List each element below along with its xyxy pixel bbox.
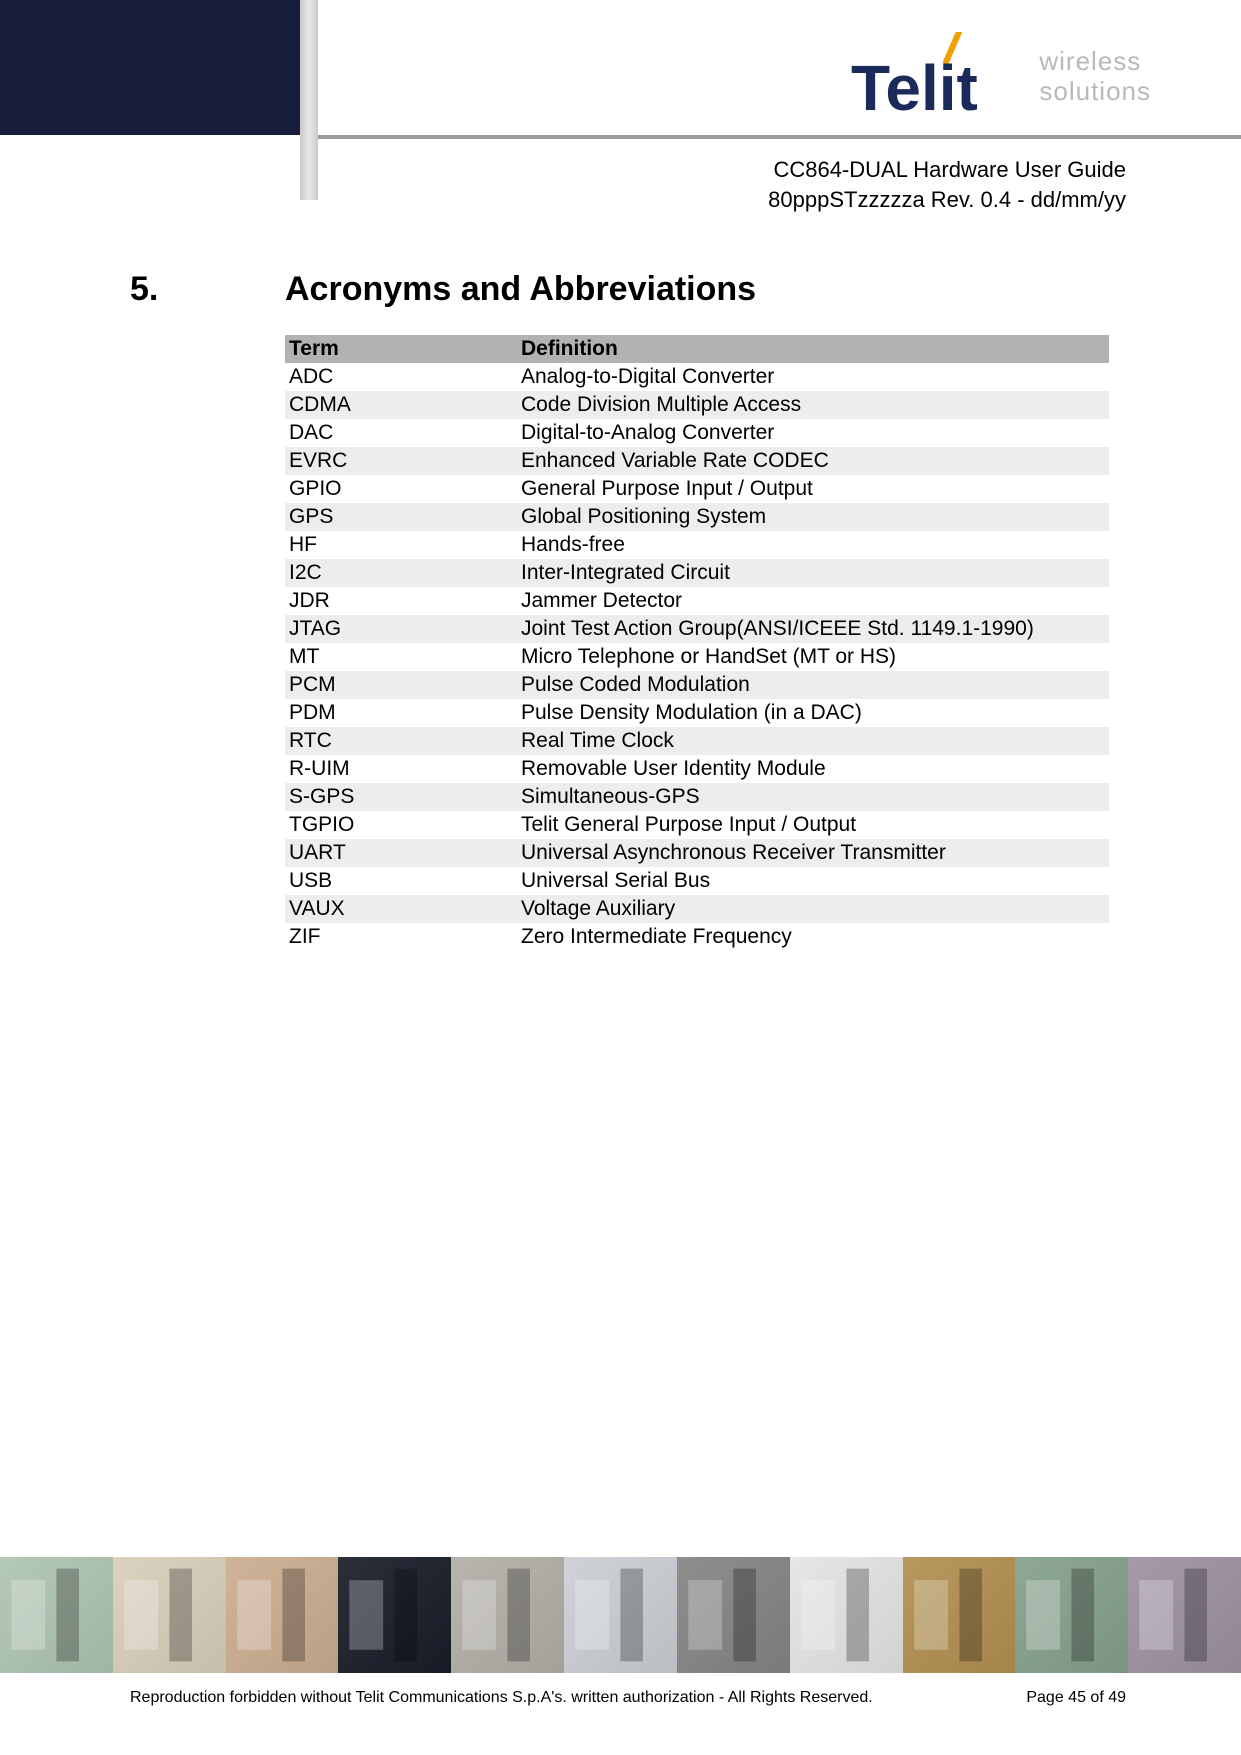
footer-page: Page 45 of 49 <box>1026 1689 1126 1707</box>
table-row: UARTUniversal Asynchronous Receiver Tran… <box>285 839 1109 867</box>
cell-term: EVRC <box>285 447 517 475</box>
document-revision: 80pppSTzzzzza Rev. 0.4 - dd/mm/yy <box>768 185 1126 215</box>
cell-definition: Universal Serial Bus <box>517 867 1109 895</box>
cell-definition: Joint Test Action Group(ANSI/ICEEE Std. … <box>517 615 1109 643</box>
cell-term: I2C <box>285 559 517 587</box>
cell-definition: Analog-to-Digital Converter <box>517 363 1109 391</box>
cell-definition: Real Time Clock <box>517 727 1109 755</box>
footer-image-strip <box>0 1557 1241 1673</box>
cell-definition: General Purpose Input / Output <box>517 475 1109 503</box>
cell-definition: Enhanced Variable Rate CODEC <box>517 447 1109 475</box>
cell-term: PCM <box>285 671 517 699</box>
cell-term: USB <box>285 867 517 895</box>
table-row: I2CInter-Integrated Circuit <box>285 559 1109 587</box>
table-row: RTCReal Time Clock <box>285 727 1109 755</box>
table-row: USBUniversal Serial Bus <box>285 867 1109 895</box>
cell-definition: Simultaneous-GPS <box>517 783 1109 811</box>
cell-definition: Code Division Multiple Access <box>517 391 1109 419</box>
table-row: MTMicro Telephone or HandSet (MT or HS) <box>285 643 1109 671</box>
table-row: PCMPulse Coded Modulation <box>285 671 1109 699</box>
cell-term: DAC <box>285 419 517 447</box>
cell-definition: Telit General Purpose Input / Output <box>517 811 1109 839</box>
footer-strip-tile <box>1015 1557 1128 1673</box>
cell-definition: Removable User Identity Module <box>517 755 1109 783</box>
footer-strip-tile <box>677 1557 790 1673</box>
telit-logo: Telit <box>851 32 1021 122</box>
footer-strip-tile <box>0 1557 113 1673</box>
table-row: JTAGJoint Test Action Group(ANSI/ICEEE S… <box>285 615 1109 643</box>
tagline-line1: wireless <box>1039 47 1151 77</box>
acronyms-table-wrap: Term Definition ADCAnalog-to-Digital Con… <box>285 335 1109 951</box>
header-dark-block <box>0 0 300 135</box>
cell-term: ADC <box>285 363 517 391</box>
cell-term: UART <box>285 839 517 867</box>
cell-definition: Digital-to-Analog Converter <box>517 419 1109 447</box>
cell-term: JDR <box>285 587 517 615</box>
cell-definition: Hands-free <box>517 531 1109 559</box>
footer-strip-tile <box>790 1557 903 1673</box>
footer-strip-tile <box>338 1557 451 1673</box>
table-row: EVRCEnhanced Variable Rate CODEC <box>285 447 1109 475</box>
table-row: S-GPSSimultaneous-GPS <box>285 783 1109 811</box>
section-title: Acronyms and Abbreviations <box>285 270 756 309</box>
cell-definition: Universal Asynchronous Receiver Transmit… <box>517 839 1109 867</box>
document-title: CC864-DUAL Hardware User Guide <box>768 155 1126 185</box>
header-fold-shadow <box>300 0 318 200</box>
cell-term: TGPIO <box>285 811 517 839</box>
footer-strip-tile <box>564 1557 677 1673</box>
tagline-line2: solutions <box>1039 77 1151 107</box>
table-row: PDMPulse Density Modulation (in a DAC) <box>285 699 1109 727</box>
cell-term: VAUX <box>285 895 517 923</box>
footer-copyright: Reproduction forbidden without Telit Com… <box>130 1689 873 1707</box>
footer-strip-tile <box>451 1557 564 1673</box>
section-number: 5. <box>130 270 285 309</box>
cell-term: PDM <box>285 699 517 727</box>
svg-text:Telit: Telit <box>851 52 978 122</box>
table-row: ADCAnalog-to-Digital Converter <box>285 363 1109 391</box>
col-header-term: Term <box>285 335 517 363</box>
document-meta: CC864-DUAL Hardware User Guide 80pppSTzz… <box>768 155 1126 214</box>
table-row: VAUXVoltage Auxiliary <box>285 895 1109 923</box>
logo-tagline: wireless solutions <box>1039 47 1151 107</box>
cell-term: CDMA <box>285 391 517 419</box>
table-header-row: Term Definition <box>285 335 1109 363</box>
table-row: ZIFZero Intermediate Frequency <box>285 923 1109 951</box>
table-row: GPIOGeneral Purpose Input / Output <box>285 475 1109 503</box>
table-row: GPSGlobal Positioning System <box>285 503 1109 531</box>
cell-definition: Global Positioning System <box>517 503 1109 531</box>
cell-term: R-UIM <box>285 755 517 783</box>
cell-term: RTC <box>285 727 517 755</box>
acronyms-table: Term Definition ADCAnalog-to-Digital Con… <box>285 335 1109 951</box>
logo-area: Telit wireless solutions <box>851 32 1151 122</box>
table-row: TGPIOTelit General Purpose Input / Outpu… <box>285 811 1109 839</box>
section-heading: 5. Acronyms and Abbreviations <box>130 270 756 309</box>
cell-term: GPS <box>285 503 517 531</box>
footer-strip-tile <box>903 1557 1016 1673</box>
header-rule <box>318 135 1241 139</box>
cell-definition: Micro Telephone or HandSet (MT or HS) <box>517 643 1109 671</box>
table-row: R-UIMRemovable User Identity Module <box>285 755 1109 783</box>
cell-definition: Voltage Auxiliary <box>517 895 1109 923</box>
cell-term: S-GPS <box>285 783 517 811</box>
table-row: CDMACode Division Multiple Access <box>285 391 1109 419</box>
cell-definition: Jammer Detector <box>517 587 1109 615</box>
footer-strip-tile <box>226 1557 339 1673</box>
footer-strip-tile <box>1128 1557 1241 1673</box>
footer-text: Reproduction forbidden without Telit Com… <box>130 1689 1126 1707</box>
cell-term: JTAG <box>285 615 517 643</box>
footer-strip-tile <box>113 1557 226 1673</box>
table-row: DACDigital-to-Analog Converter <box>285 419 1109 447</box>
page-header: Telit wireless solutions CC864-DUAL Hard… <box>0 0 1241 200</box>
cell-term: HF <box>285 531 517 559</box>
cell-term: ZIF <box>285 923 517 951</box>
cell-definition: Pulse Density Modulation (in a DAC) <box>517 699 1109 727</box>
cell-term: MT <box>285 643 517 671</box>
table-row: HFHands-free <box>285 531 1109 559</box>
cell-term: GPIO <box>285 475 517 503</box>
table-row: JDRJammer Detector <box>285 587 1109 615</box>
cell-definition: Pulse Coded Modulation <box>517 671 1109 699</box>
col-header-definition: Definition <box>517 335 1109 363</box>
cell-definition: Zero Intermediate Frequency <box>517 923 1109 951</box>
cell-definition: Inter-Integrated Circuit <box>517 559 1109 587</box>
